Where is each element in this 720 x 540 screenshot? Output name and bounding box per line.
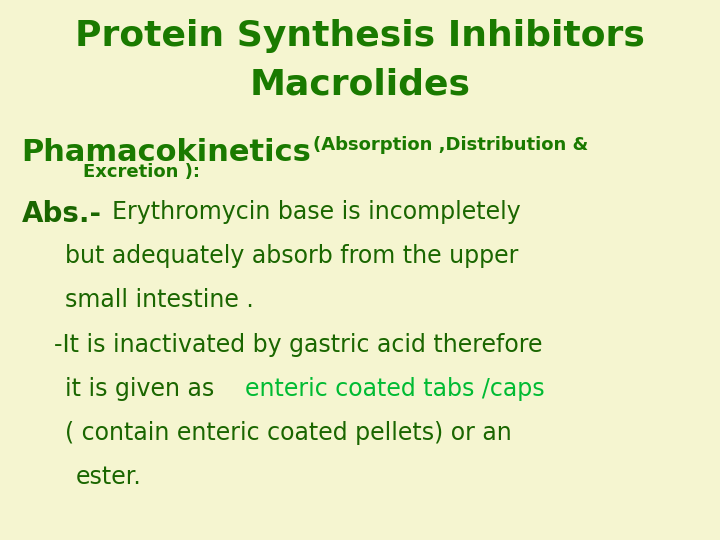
Text: Protein Synthesis Inhibitors: Protein Synthesis Inhibitors — [75, 19, 645, 53]
Text: enteric coated tabs /caps: enteric coated tabs /caps — [245, 377, 544, 401]
Text: it is given as: it is given as — [65, 377, 222, 401]
Text: ( contain enteric coated pellets) or an: ( contain enteric coated pellets) or an — [65, 421, 511, 445]
Text: ester.: ester. — [76, 465, 141, 489]
Text: small intestine .: small intestine . — [65, 288, 253, 312]
Text: but adequately absorb from the upper: but adequately absorb from the upper — [65, 244, 518, 268]
Text: Erythromycin base is incompletely: Erythromycin base is incompletely — [112, 200, 521, 224]
Text: Macrolides: Macrolides — [250, 68, 470, 102]
Text: (Absorption ,Distribution &: (Absorption ,Distribution & — [313, 136, 588, 154]
Text: Phamacokinetics: Phamacokinetics — [22, 138, 312, 167]
Text: Abs.-: Abs.- — [22, 200, 102, 228]
Text: Excretion ):: Excretion ): — [83, 163, 200, 181]
Text: -It is inactivated by gastric acid therefore: -It is inactivated by gastric acid there… — [54, 333, 542, 356]
